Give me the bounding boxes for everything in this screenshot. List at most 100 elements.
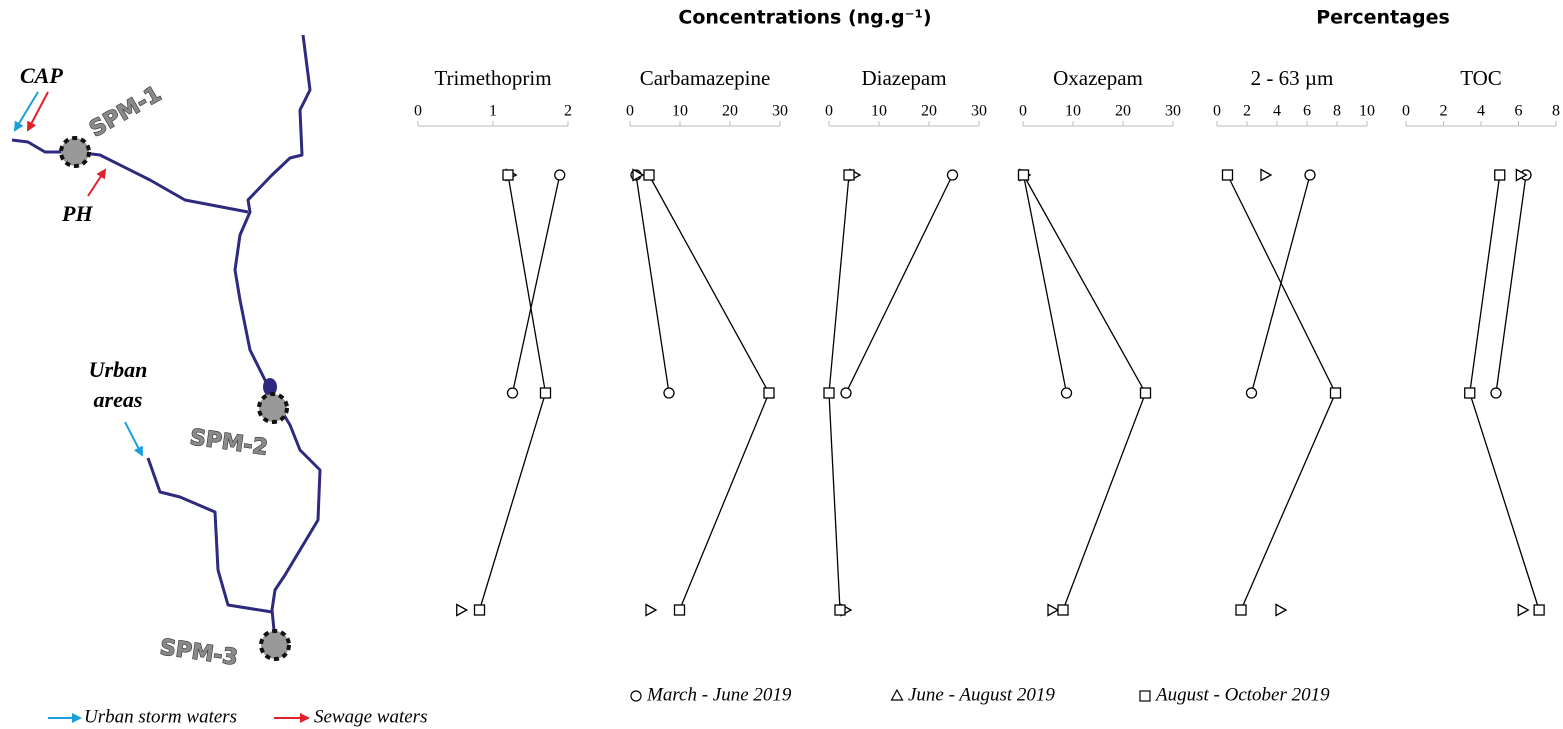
x-tick-label: 4: [1273, 103, 1281, 120]
ph-label: PH: [61, 201, 93, 226]
chart-title: Trimethoprim: [434, 66, 551, 90]
marker: [1304, 169, 1316, 181]
marker: [1260, 168, 1273, 182]
x-tick-label: 10: [672, 103, 688, 120]
x-tick-label: 20: [722, 103, 738, 120]
marker: [502, 169, 514, 181]
series-line: [845, 174, 954, 394]
legend-label: June - August 2019: [908, 684, 1055, 705]
series-line: [1495, 174, 1527, 394]
site-marker: [259, 629, 291, 661]
marker: [1047, 603, 1060, 617]
x-tick-label: 10: [1359, 103, 1375, 120]
x-tick-label: 4: [1477, 103, 1485, 120]
map: CAP PH Urban areas SPM-1 SPM-2 SPM-3 Urb…: [11, 34, 427, 727]
arrow: [124, 421, 143, 457]
chart-title: 2 - 63 µm: [1251, 66, 1334, 90]
marker: [1490, 387, 1502, 399]
chart-title: Diazepam: [861, 66, 946, 90]
urban-label: Urban: [89, 357, 148, 382]
x-tick-label: 1: [489, 103, 497, 120]
x-tick-label: 10: [871, 103, 887, 120]
x-tick-label: 0: [414, 103, 422, 120]
chart-title: TOC: [1460, 66, 1502, 90]
cap-label: CAP: [20, 63, 63, 88]
x-tick-label: 6: [1515, 103, 1523, 120]
marker: [1517, 603, 1530, 617]
river: [146, 457, 273, 614]
marker: [1275, 603, 1288, 617]
marker: [763, 387, 775, 399]
urban-label: areas: [94, 387, 143, 412]
legend-label: Sewage waters: [314, 706, 427, 727]
x-tick-label: 20: [1115, 103, 1131, 120]
series-line: [511, 174, 561, 394]
chart-title: Oxazepam: [1053, 66, 1143, 90]
marker: [1235, 604, 1247, 616]
x-tick-label: 30: [971, 103, 987, 120]
chart-title: Carbamazepine: [640, 66, 771, 90]
legend-marker: [630, 690, 642, 702]
marker: [473, 604, 486, 616]
marker: [1329, 387, 1342, 399]
series-line: [1022, 174, 1068, 394]
river: [11, 138, 249, 214]
arrow: [87, 168, 107, 197]
series-line: [1022, 174, 1147, 611]
site-label: SPM-1: [86, 82, 166, 143]
basin: [263, 378, 277, 396]
x-tick-label: 0: [626, 103, 634, 120]
x-tick-label: 0: [1213, 103, 1221, 120]
header: Percentages: [1316, 7, 1450, 29]
site-label: SPM-3: [158, 635, 239, 671]
series-line: [635, 174, 670, 394]
x-tick-label: 2: [1440, 103, 1448, 120]
legend-label: Urban storm waters: [84, 706, 237, 727]
x-tick-label: 30: [1165, 103, 1181, 120]
site-marker: [59, 136, 91, 168]
legend-marker: [1139, 690, 1151, 702]
arrow: [27, 91, 49, 132]
marker: [1533, 604, 1545, 616]
site-marker: [257, 392, 289, 424]
x-tick-label: 8: [1333, 103, 1341, 120]
x-tick-label: 0: [825, 103, 833, 120]
x-tick-label: 20: [921, 103, 937, 120]
x-tick-label: 2: [1243, 103, 1251, 120]
x-tick-label: 2: [564, 103, 572, 120]
marker: [663, 387, 675, 399]
legend-label: August - October 2019: [1154, 684, 1330, 705]
marker: [1464, 387, 1476, 399]
marker: [506, 387, 519, 399]
marker: [673, 604, 686, 616]
marker: [1139, 387, 1152, 399]
x-tick-label: 8: [1552, 103, 1560, 120]
x-tick-label: 6: [1303, 103, 1311, 120]
marker: [1494, 169, 1506, 181]
marker: [946, 169, 959, 181]
series-line: [1226, 174, 1337, 611]
series-line: [1250, 174, 1311, 394]
series-line: [1469, 174, 1540, 611]
marker: [823, 387, 835, 399]
x-tick-label: 0: [1019, 103, 1027, 120]
marker: [554, 169, 566, 181]
legend-marker: [890, 688, 904, 701]
header: Concentrations (ng.g⁻¹): [678, 7, 931, 29]
marker: [834, 604, 846, 616]
marker: [456, 603, 469, 617]
legend-label: March - June 2019: [646, 684, 792, 705]
marker: [1221, 169, 1234, 181]
marker: [632, 168, 645, 182]
river: [233, 34, 322, 641]
x-tick-label: 30: [772, 103, 788, 120]
marker: [1060, 387, 1073, 399]
marker: [1515, 168, 1528, 182]
marker: [1245, 387, 1258, 399]
marker: [1017, 169, 1030, 181]
x-tick-label: 0: [1402, 103, 1410, 120]
marker: [843, 169, 855, 181]
marker: [840, 387, 852, 399]
marker: [643, 169, 655, 181]
